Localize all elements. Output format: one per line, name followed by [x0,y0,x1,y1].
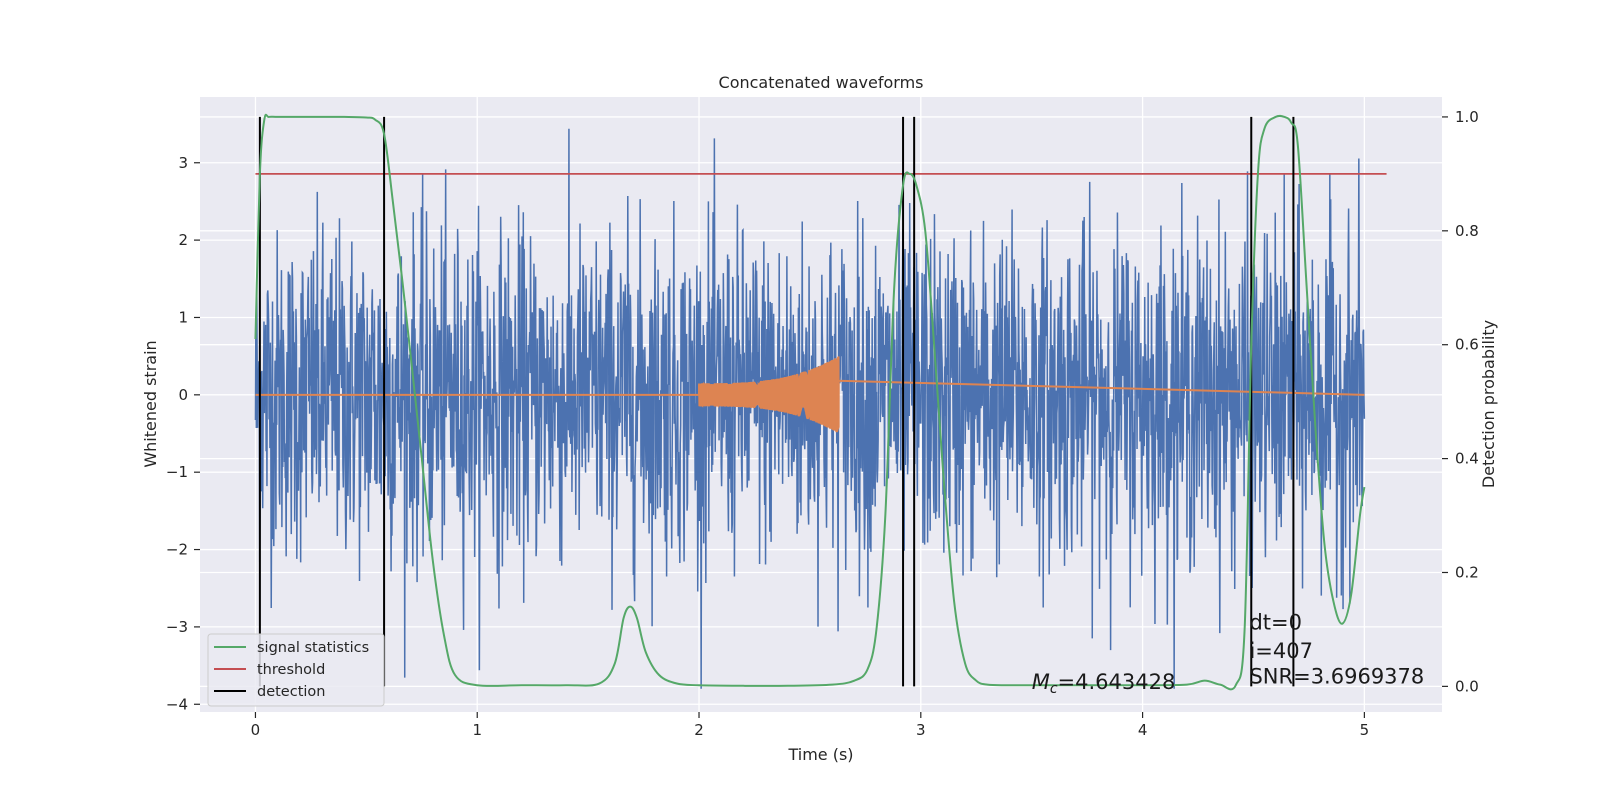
y-tick-label-2: −2 [166,541,188,559]
x-tick-label-5: 5 [1360,721,1370,739]
x-axis-label: Time (s) [787,745,853,764]
y-tick-label-1: −3 [166,618,188,636]
y2-axis-label: Detection probability [1479,320,1498,488]
x-tick-label-0: 0 [251,721,261,739]
y-axis-label: Whitened strain [141,340,160,467]
annotation-dt: dt=0 [1249,610,1302,634]
x-tick-label-2: 2 [694,721,704,739]
y-tick-label-0: −4 [166,695,188,713]
y-tick-label-3: −1 [166,463,188,481]
y-tick-label-6: 2 [178,231,188,249]
y-tick-label-5: 1 [178,308,188,326]
y2-tick-label-2: 0.4 [1455,450,1479,468]
annotation-mc: Mc=4.643428 [1032,670,1176,697]
annotation-snr: SNR=3.6969378 [1249,665,1424,689]
annotation-index: i=407 [1249,639,1313,663]
y2-tick-label-1: 0.2 [1455,563,1479,581]
legend-label-signal: signal statistics [257,640,369,656]
legend-box [207,633,385,707]
legend-label-detection: detection [257,684,325,700]
y2-tick-label-4: 0.8 [1455,222,1479,240]
x-tick-label-3: 3 [916,721,926,739]
y2-tick-label-0: 0.0 [1455,677,1479,695]
injected-waveform-line [255,356,1365,433]
y2-tick-label-3: 0.6 [1455,336,1479,354]
signal-statistics-line [254,113,1366,691]
x-tick-label-4: 4 [1138,721,1148,739]
legend: signal statistics threshold detection [207,633,385,707]
x-tick-label-1: 1 [472,721,482,739]
y-tick-label-4: 0 [178,386,188,404]
legend-label-threshold: threshold [257,662,325,678]
y-tick-label-7: 3 [178,154,188,172]
chart-title: Concatenated waveforms [719,73,924,92]
y2-tick-label-5: 1.0 [1455,108,1479,126]
